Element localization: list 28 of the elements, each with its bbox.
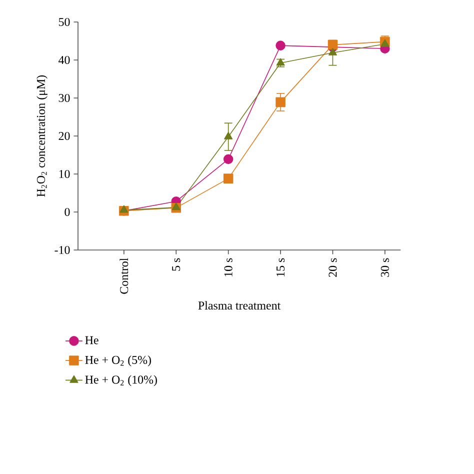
point	[223, 154, 234, 164]
y-tick-label: 50	[58, 18, 70, 26]
y-tick-label: 20	[58, 132, 70, 140]
point	[276, 40, 286, 50]
y-tick-label: -10	[54, 246, 70, 254]
legend-label: He + O$_{2}$ (5%)	[85, 356, 151, 366]
y-axis-title: H$_{2}$O$_{2}$ concentration (μM)	[36, 75, 48, 197]
point	[328, 40, 338, 50]
point	[328, 48, 338, 56]
x-tick-label: 5 s	[172, 258, 180, 271]
x-axis-title: Plasma treatment	[198, 301, 281, 310]
point	[120, 205, 128, 213]
x-tick-label: Control	[120, 258, 128, 294]
point	[276, 97, 286, 108]
legend-label: He	[85, 336, 98, 344]
y-tick-label: 0	[64, 208, 70, 216]
point	[223, 174, 234, 184]
y-tick-label: 40	[58, 56, 70, 64]
legend-label: He + O$_{2}$ (10%)	[85, 375, 157, 386]
x-tick-label: 10 s	[224, 258, 232, 276]
x-tick-label: 20 s	[328, 258, 337, 277]
point	[380, 39, 390, 47]
x-tick-label: 30 s	[380, 258, 389, 277]
point	[172, 202, 180, 210]
x-tick-label: 15 s	[276, 258, 285, 276]
y-tick-label: 30	[58, 94, 70, 102]
y-tick-label: 10	[59, 170, 70, 178]
point	[224, 132, 233, 140]
